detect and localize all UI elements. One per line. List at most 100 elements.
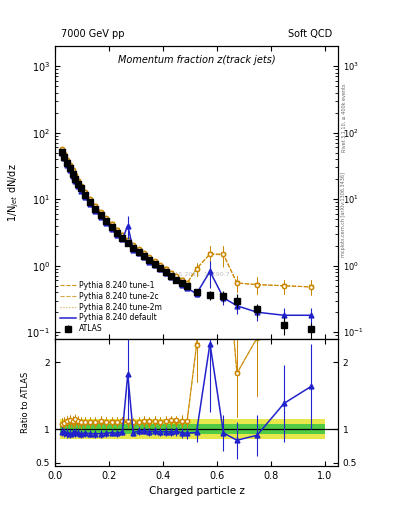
Line: Pythia 8.240 tune-1: Pythia 8.240 tune-1 xyxy=(62,150,311,287)
Pythia 8.240 tune-2m xyxy=(75,178,80,184)
Pythia 8.240 tune-2m xyxy=(88,196,92,202)
Pythia 8.240 tune-1 xyxy=(78,183,83,189)
Pythia 8.240 default xyxy=(109,226,114,232)
Pythia 8.240 tune-2m xyxy=(309,284,313,290)
Pythia 8.240 default xyxy=(70,173,75,179)
Pythia 8.240 tune-1 xyxy=(282,283,286,289)
Pythia 8.240 tune-2c xyxy=(82,189,87,195)
Pythia 8.240 default xyxy=(99,214,103,220)
Line: Pythia 8.240 default: Pythia 8.240 default xyxy=(62,153,311,315)
Pythia 8.240 tune-1 xyxy=(208,251,212,257)
Pythia 8.240 tune-1 xyxy=(174,274,179,280)
Pythia 8.240 tune-2c xyxy=(163,266,168,272)
Pythia 8.240 tune-2c xyxy=(309,284,313,290)
Pythia 8.240 tune-2m xyxy=(131,242,136,248)
Pythia 8.240 tune-1 xyxy=(158,263,162,269)
Pythia 8.240 tune-2c xyxy=(152,258,157,264)
Pythia 8.240 tune-2c xyxy=(88,196,92,202)
Pythia 8.240 tune-2m xyxy=(282,283,286,289)
Pythia 8.240 default xyxy=(120,236,125,242)
Pythia 8.240 tune-2m xyxy=(185,280,189,286)
Pythia 8.240 tune-1 xyxy=(120,232,125,238)
Pythia 8.240 tune-1 xyxy=(163,266,168,272)
Pythia 8.240 tune-2c xyxy=(147,254,152,260)
Pythia 8.240 tune-2m xyxy=(115,227,119,233)
Pythia 8.240 tune-2m xyxy=(93,203,98,209)
Pythia 8.240 tune-2c xyxy=(131,242,136,248)
Pythia 8.240 default xyxy=(141,254,146,260)
Pythia 8.240 default xyxy=(158,266,162,272)
Pythia 8.240 tune-1 xyxy=(59,147,64,153)
Pythia 8.240 default xyxy=(174,278,179,284)
Pythia 8.240 tune-2c xyxy=(174,273,179,279)
Pythia 8.240 tune-2c xyxy=(169,269,173,275)
Pythia 8.240 default xyxy=(163,270,168,276)
Pythia 8.240 default xyxy=(59,150,64,156)
Pythia 8.240 tune-2m xyxy=(62,152,67,158)
Pythia 8.240 tune-1 xyxy=(179,278,184,284)
Pythia 8.240 tune-2m xyxy=(141,250,146,256)
Pythia 8.240 tune-1 xyxy=(147,255,152,261)
Pythia 8.240 tune-2c xyxy=(282,283,286,289)
Pythia 8.240 tune-2m xyxy=(158,262,162,268)
Pythia 8.240 default xyxy=(65,162,70,168)
Text: mcplots.cern.ch [arXiv:1306.3436]: mcplots.cern.ch [arXiv:1306.3436] xyxy=(342,173,346,258)
Pythia 8.240 tune-2m xyxy=(78,182,83,188)
Pythia 8.240 default xyxy=(309,312,313,318)
Pythia 8.240 tune-1 xyxy=(235,280,239,286)
Pythia 8.240 tune-1 xyxy=(62,152,67,158)
Pythia 8.240 tune-1 xyxy=(65,158,70,164)
Pythia 8.240 tune-2m xyxy=(82,189,87,195)
Pythia 8.240 tune-2c xyxy=(78,182,83,188)
Pythia 8.240 default xyxy=(282,312,286,318)
Text: Momentum fraction z(track jets): Momentum fraction z(track jets) xyxy=(118,55,275,65)
Pythia 8.240 default xyxy=(75,182,80,188)
Pythia 8.240 tune-2m xyxy=(221,251,226,257)
X-axis label: Charged particle z: Charged particle z xyxy=(149,486,244,496)
Pythia 8.240 tune-1 xyxy=(125,238,130,244)
Pythia 8.240 tune-2c xyxy=(104,215,108,221)
Pythia 8.240 tune-2c xyxy=(136,246,141,252)
Pythia 8.240 tune-2m xyxy=(179,276,184,283)
Pythia 8.240 default xyxy=(125,223,130,229)
Pythia 8.240 tune-1 xyxy=(141,251,146,257)
Pythia 8.240 default xyxy=(93,208,98,214)
Pythia 8.240 tune-2c xyxy=(185,280,189,286)
Pythia 8.240 tune-2c xyxy=(125,237,130,243)
Pythia 8.240 tune-2c xyxy=(93,203,98,209)
Pythia 8.240 tune-1 xyxy=(104,216,108,222)
Pythia 8.240 tune-2m xyxy=(109,221,114,227)
Pythia 8.240 tune-1 xyxy=(194,266,199,272)
Pythia 8.240 default xyxy=(194,291,199,297)
Pythia 8.240 tune-2c xyxy=(235,280,239,286)
Line: Pythia 8.240 tune-2c: Pythia 8.240 tune-2c xyxy=(62,150,311,287)
Pythia 8.240 tune-2c xyxy=(208,251,212,257)
Pythia 8.240 tune-2m xyxy=(194,266,199,272)
Pythia 8.240 default xyxy=(235,303,239,309)
Pythia 8.240 tune-2c xyxy=(221,251,226,257)
Pythia 8.240 tune-2c xyxy=(255,282,259,288)
Text: ATLAS 2011  19190.7: ATLAS 2011 19190.7 xyxy=(163,272,230,277)
Pythia 8.240 tune-2m xyxy=(255,282,259,288)
Pythia 8.240 tune-1 xyxy=(255,282,259,288)
Pythia 8.240 tune-2m xyxy=(59,146,64,153)
Pythia 8.240 tune-2c xyxy=(179,276,184,283)
Pythia 8.240 tune-2c xyxy=(141,250,146,256)
Pythia 8.240 default xyxy=(62,155,67,161)
Pythia 8.240 tune-1 xyxy=(136,246,141,252)
Pythia 8.240 tune-2m xyxy=(208,251,212,257)
Pythia 8.240 tune-2c xyxy=(75,178,80,184)
Text: Rivet 3.1.10, ≥ 400k events: Rivet 3.1.10, ≥ 400k events xyxy=(342,83,346,152)
Pythia 8.240 tune-2m xyxy=(99,208,103,215)
Pythia 8.240 default xyxy=(255,309,259,315)
Y-axis label: 1/N$_{jet}$ dN/dz: 1/N$_{jet}$ dN/dz xyxy=(6,163,21,222)
Pythia 8.240 tune-2m xyxy=(70,167,75,174)
Pythia 8.240 default xyxy=(78,187,83,194)
Pythia 8.240 tune-2c xyxy=(109,221,114,227)
Pythia 8.240 default xyxy=(221,295,226,301)
Pythia 8.240 tune-1 xyxy=(99,209,103,216)
Pythia 8.240 default xyxy=(152,262,157,268)
Pythia 8.240 tune-2m xyxy=(125,237,130,243)
Pythia 8.240 tune-2m xyxy=(104,215,108,221)
Pythia 8.240 tune-2c xyxy=(120,232,125,238)
